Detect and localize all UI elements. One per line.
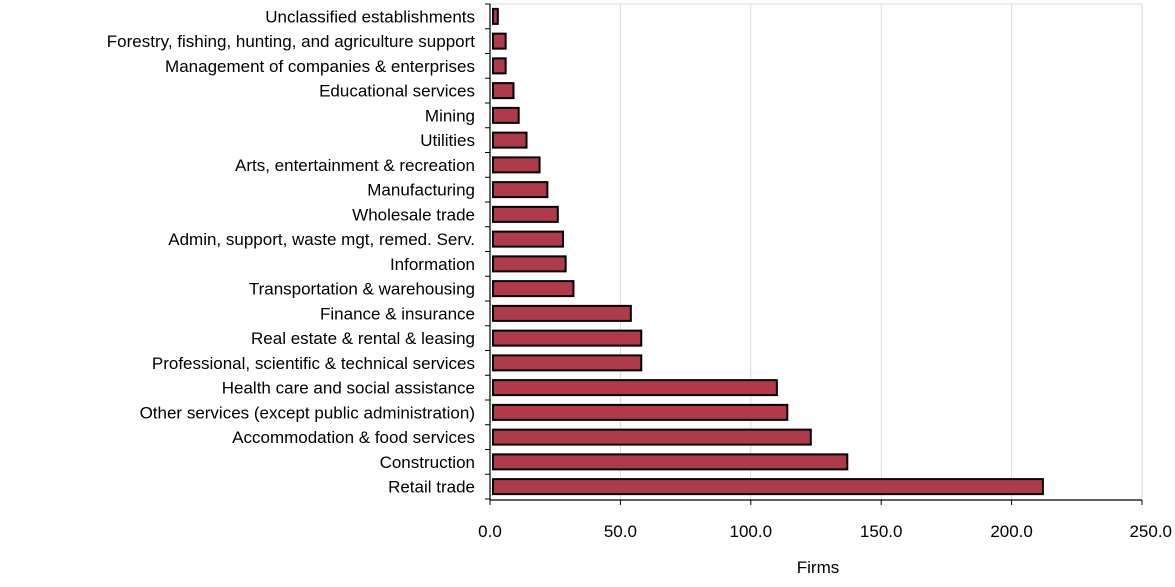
category-label: Transportation & warehousing <box>249 280 475 299</box>
bar <box>492 106 520 124</box>
category-label: Professional, scientific & technical ser… <box>152 354 475 373</box>
bar <box>492 181 549 199</box>
bar <box>492 131 528 149</box>
category-label: Construction <box>380 453 475 472</box>
bar <box>492 403 789 421</box>
category-label: Mining <box>425 106 475 125</box>
category-label: Wholesale trade <box>352 205 475 224</box>
bar <box>492 379 778 397</box>
bar <box>492 329 643 347</box>
category-labels: Unclassified establishments Forestry, fis… <box>107 7 475 496</box>
bar <box>492 280 575 298</box>
bar <box>492 156 541 174</box>
x-tick-label: 150.0 <box>860 522 903 541</box>
category-label: Health care and social assistance <box>222 379 475 398</box>
bar <box>492 32 507 50</box>
gridlines <box>490 3 1143 500</box>
bar <box>492 304 632 322</box>
category-label: Arts, entertainment & recreation <box>235 156 475 175</box>
bar <box>492 354 643 372</box>
category-label: Educational services <box>319 82 475 101</box>
category-label: Information <box>390 255 475 274</box>
bar <box>492 57 507 75</box>
category-label: Admin, support, waste mgt, remed. Serv. <box>168 230 475 249</box>
category-label: Unclassified establishments <box>265 7 475 26</box>
category-label: Retail trade <box>388 478 475 497</box>
category-label: Utilities <box>420 131 475 150</box>
x-tick-labels: 0.0 50.0 100.0 150.0 200.0 250.0 <box>478 522 1172 541</box>
bar <box>492 478 1044 496</box>
bar <box>492 82 515 100</box>
x-tick-label: 0.0 <box>478 522 502 541</box>
bars <box>492 7 1044 496</box>
bar <box>492 428 812 446</box>
category-label: Manufacturing <box>367 181 475 200</box>
x-tick-label: 200.0 <box>990 522 1033 541</box>
x-axis-label: Firms <box>797 558 839 577</box>
bar <box>492 453 849 471</box>
bar <box>492 205 559 223</box>
bar <box>492 7 499 25</box>
bar <box>492 230 565 248</box>
x-tick-label: 250.0 <box>1129 522 1172 541</box>
category-label: Real estate & rental & leasing <box>251 329 475 348</box>
category-label: Finance & insurance <box>320 304 475 323</box>
x-tick-label: 50.0 <box>604 522 637 541</box>
x-tick-label: 100.0 <box>730 522 773 541</box>
category-label: Management of companies & enterprises <box>165 57 475 76</box>
category-label: Forestry, fishing, hunting, and agricult… <box>107 32 475 51</box>
category-label: Other services (except public administra… <box>140 403 475 422</box>
axes <box>485 3 1143 505</box>
category-label: Accommodation & food services <box>232 428 475 447</box>
bar <box>492 255 567 273</box>
